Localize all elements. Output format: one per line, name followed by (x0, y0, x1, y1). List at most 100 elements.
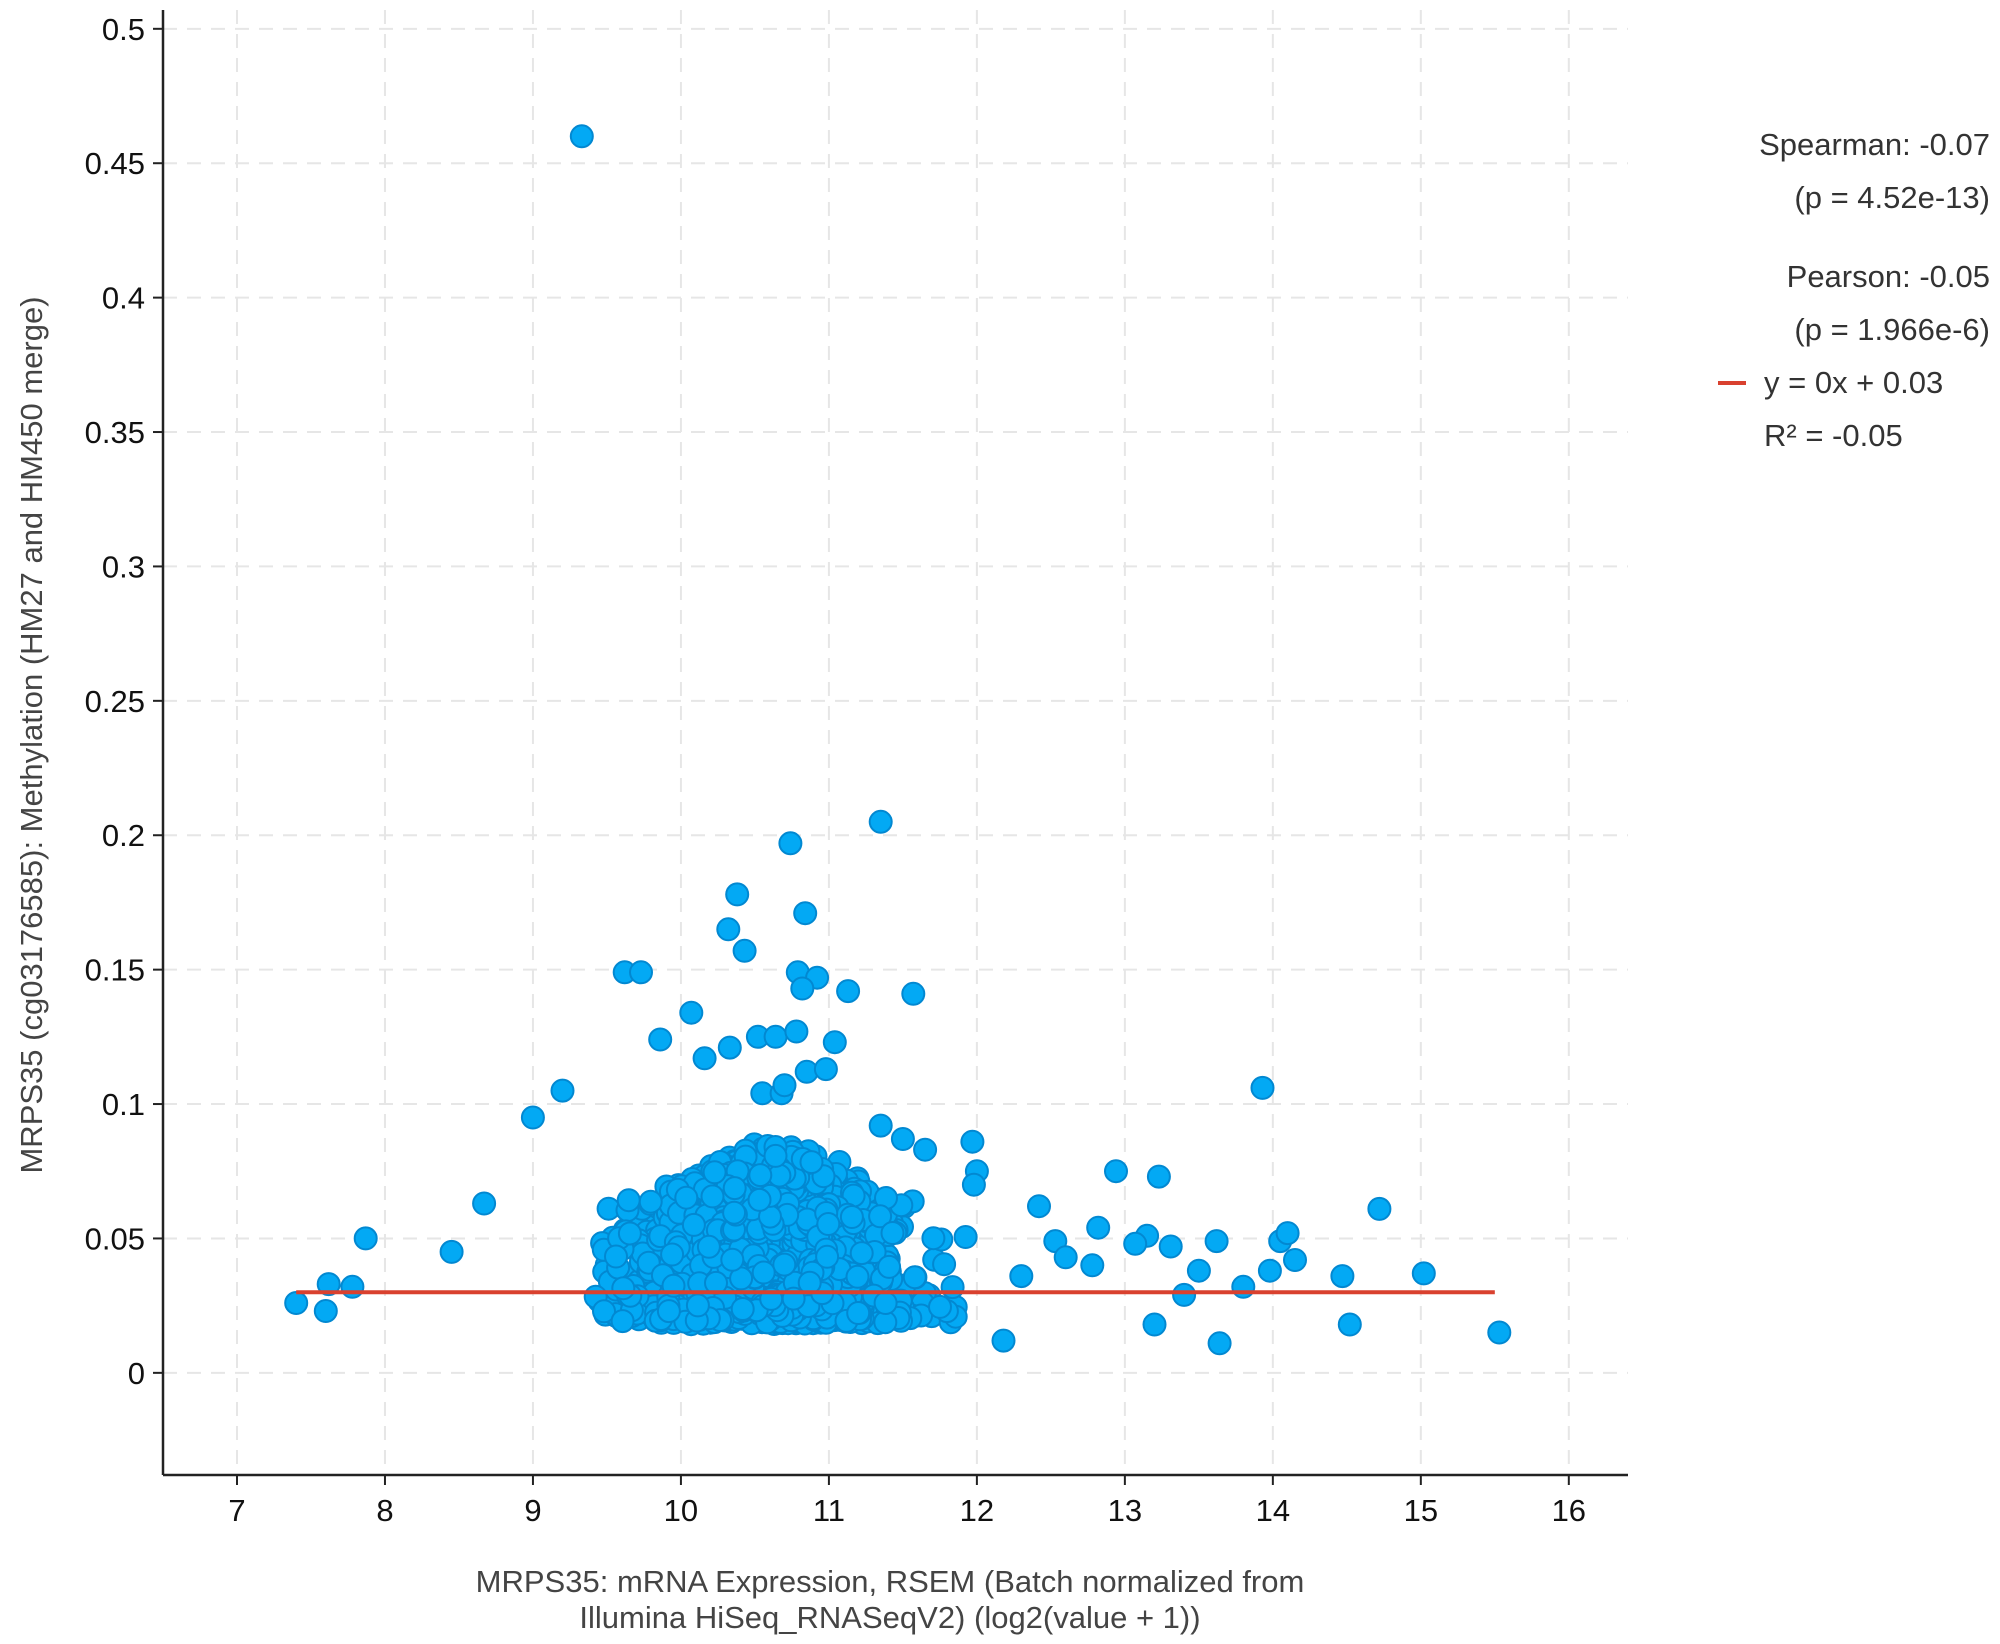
data-point (953, 1225, 978, 1249)
data-point (748, 1163, 773, 1188)
data-point (616, 1188, 641, 1213)
data-point (902, 1265, 927, 1290)
data-point (725, 882, 750, 907)
stats-legend: Spearman: -0.07 (p = 4.52e-13) Pearson: … (1570, 118, 1990, 462)
data-point (340, 1274, 365, 1299)
x-tick-label: 12 (960, 1493, 994, 1528)
spearman-stat: Spearman: -0.07 (1759, 127, 1990, 162)
data-point (1257, 1258, 1282, 1283)
data-point (816, 1212, 841, 1236)
x-tick-label: 9 (524, 1493, 541, 1528)
data-point (679, 1000, 704, 1025)
data-point (877, 1254, 902, 1279)
data-point (1146, 1164, 1171, 1189)
data-point (717, 1035, 742, 1060)
x-axis-title-line-2: Illumina HiSeq_RNASeqV2) (log2(value + 1… (579, 1600, 1200, 1635)
pearson-stat: Pearson: -0.05 (1786, 259, 1990, 294)
y-tick-label: 0.2 (102, 818, 145, 853)
data-point (284, 1291, 309, 1315)
data-point (1142, 1312, 1167, 1337)
data-point (1283, 1248, 1307, 1272)
data-point (702, 1160, 727, 1185)
data-point (873, 1291, 898, 1315)
data-point (1487, 1320, 1512, 1345)
data-point (772, 1073, 797, 1098)
data-point (940, 1275, 965, 1300)
x-tick-label: 14 (1256, 1493, 1290, 1528)
x-tick-label: 10 (664, 1493, 698, 1528)
data-point (1411, 1261, 1436, 1286)
x-tick-label: 15 (1404, 1493, 1438, 1528)
x-tick-label: 16 (1552, 1493, 1586, 1528)
y-tick-label: 0.45 (85, 146, 145, 181)
data-point (629, 960, 653, 985)
data-point (1123, 1231, 1148, 1256)
y-axis-title: MRPS35 (cg03176585): Methylation (HM27 a… (14, 296, 49, 1173)
data-point (901, 981, 926, 1006)
data-point (700, 1184, 725, 1209)
data-point (722, 1176, 747, 1201)
data-point (638, 1189, 663, 1214)
data-point (813, 1057, 838, 1082)
data-point (1009, 1264, 1034, 1289)
pearson-p-value: (p = 1.966e-6) (1794, 312, 1990, 347)
data-point (921, 1226, 946, 1251)
data-point (1104, 1159, 1128, 1184)
y-tick-label: 0.1 (102, 1087, 145, 1122)
data-points (284, 124, 1512, 1356)
data-point (1207, 1331, 1232, 1356)
data-point (648, 1027, 673, 1052)
data-point (316, 1272, 341, 1297)
y-tick-label: 0.05 (85, 1221, 145, 1256)
data-point (815, 1244, 840, 1269)
data-point (932, 1252, 957, 1277)
data-point (592, 1299, 616, 1324)
data-point (660, 1242, 685, 1267)
y-tick-label: 0.3 (102, 549, 145, 584)
data-point (692, 1046, 717, 1071)
data-point (784, 1019, 809, 1044)
data-point (720, 1247, 745, 1272)
x-axis-title-line-1: MRPS35: mRNA Expression, RSEM (Batch nor… (476, 1564, 1305, 1599)
data-point (763, 1024, 788, 1049)
data-point (353, 1226, 378, 1251)
data-point (880, 1221, 905, 1245)
y-tick-label: 0.25 (85, 684, 145, 719)
data-point (799, 1150, 824, 1175)
y-tick-label: 0.5 (102, 12, 145, 47)
data-point (1080, 1253, 1105, 1278)
data-point (839, 1205, 864, 1229)
data-point (439, 1239, 464, 1264)
data-point (611, 1276, 636, 1301)
data-point (716, 917, 741, 942)
data-point (617, 1221, 642, 1246)
data-point (845, 1264, 870, 1289)
data-point (1275, 1221, 1300, 1246)
data-point (520, 1105, 545, 1130)
data-point (846, 1301, 871, 1325)
data-point (1250, 1075, 1275, 1100)
data-point (928, 1294, 952, 1319)
data-point (569, 124, 594, 149)
data-point (610, 1309, 635, 1334)
x-tick-label: 13 (1108, 1493, 1142, 1528)
data-point (674, 1185, 699, 1210)
r-squared: R² = -0.05 (1764, 418, 1903, 453)
fit-legend-entry: y = 0x + 0.03 (1570, 356, 1990, 409)
ticks: 7 8 9 10 11 12 13 14 15 16 0 0.05 0.1 0.15 0.2 0.25 0.3 0… (85, 12, 1586, 1528)
data-point (1086, 1215, 1111, 1240)
x-tick-label: 11 (813, 1493, 845, 1528)
data-point (793, 901, 818, 926)
data-point (1172, 1282, 1197, 1307)
y-tick-label: 0 (128, 1356, 145, 1391)
data-point (961, 1172, 986, 1197)
data-point (960, 1129, 985, 1154)
axes (161, 10, 1628, 1477)
data-point (868, 1204, 893, 1229)
y-tick-label: 0.15 (85, 953, 145, 988)
x-tick-label: 7 (228, 1493, 245, 1528)
data-point (772, 1252, 797, 1277)
data-point (1158, 1234, 1183, 1259)
data-point (991, 1328, 1016, 1353)
